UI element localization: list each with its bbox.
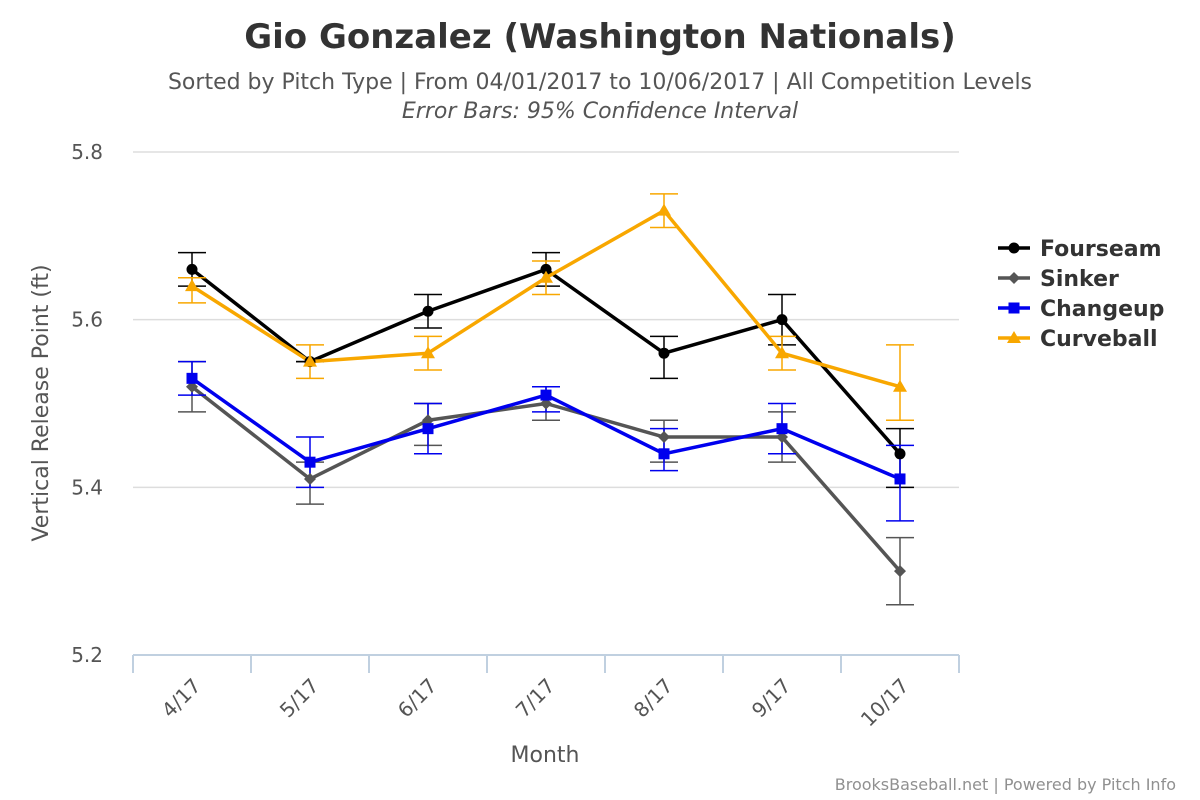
data-point-curveball[interactable] [421,346,435,359]
legend-item-fourseam[interactable]: Fourseam [998,237,1162,262]
data-point-curveball[interactable] [185,279,199,292]
legend-label: Fourseam [1040,237,1162,262]
data-point-changeup[interactable] [540,389,552,401]
legend-label: Sinker [1040,267,1119,292]
data-point-curveball[interactable] [657,203,671,216]
data-point-changeup[interactable] [776,423,788,435]
data-point-curveball[interactable] [303,354,317,367]
y-tick-label: 5.4 [71,475,103,499]
data-point-changeup[interactable] [422,423,434,435]
x-tick-label: 9/17 [747,674,796,723]
legend-item-changeup[interactable]: Changeup [998,297,1164,322]
x-tick-label: 5/17 [275,674,324,723]
x-axis-title: Month [511,743,580,768]
data-point-curveball[interactable] [539,270,553,283]
series-changeup [178,360,914,522]
legend-item-sinker[interactable]: Sinker [998,267,1119,292]
series-line-curveball [191,208,901,389]
y-tick-label: 5.2 [71,643,103,667]
data-point-fourseam[interactable] [186,263,198,275]
legend-item-curveball[interactable]: Curveball [998,327,1158,352]
data-point-sinker[interactable] [304,472,316,485]
x-tick-label: 10/17 [856,674,914,732]
x-tick-label: 4/17 [157,674,206,723]
chart-title: Gio Gonzalez (Washington Nationals) [244,17,956,57]
x-tick-label: 8/17 [629,674,678,723]
data-point-sinker[interactable] [894,565,906,578]
data-point-fourseam[interactable] [658,347,670,359]
data-point-changeup[interactable] [894,473,906,485]
legend-label: Changeup [1040,297,1164,322]
chart-subtitle: Sorted by Pitch Type | From 04/01/2017 t… [168,70,1032,95]
legend-marker-curveball [1007,331,1021,343]
data-point-curveball[interactable] [893,379,907,392]
x-axis: 4/17 5/17 6/17 7/17 8/17 9/17 10/17 [132,654,960,732]
data-point-sinker[interactable] [658,431,670,444]
legend-marker-sinker [1008,272,1020,284]
legend-marker-changeup [1008,302,1020,314]
x-tick-label: 6/17 [393,674,442,723]
data-point-fourseam[interactable] [422,305,434,317]
y-tick-label: 5.6 [71,308,103,332]
plot-area [178,193,914,606]
data-point-fourseam[interactable] [540,263,552,275]
data-point-fourseam[interactable] [776,314,788,326]
data-point-changeup[interactable] [304,456,316,468]
credits[interactable]: BrooksBaseball.net | Powered by Pitch In… [835,775,1176,794]
legend-marker-fourseam [1008,242,1020,254]
x-tick-label: 7/17 [511,674,560,723]
legend: Fourseam Sinker Changeup Curveball [998,237,1164,352]
data-point-fourseam[interactable] [894,448,906,460]
legend-label: Curveball [1040,327,1158,352]
data-point-changeup[interactable] [186,372,198,384]
data-point-curveball[interactable] [775,346,789,359]
y-axis-title: Vertical Release Point (ft) [29,264,54,541]
data-point-changeup[interactable] [658,448,670,460]
y-tick-label: 5.8 [71,140,103,164]
chart-subtitle-error-bars: Error Bars: 95% Confidence Interval [402,99,798,124]
y-axis-ticks: 5.2 5.4 5.6 5.8 [71,140,103,667]
